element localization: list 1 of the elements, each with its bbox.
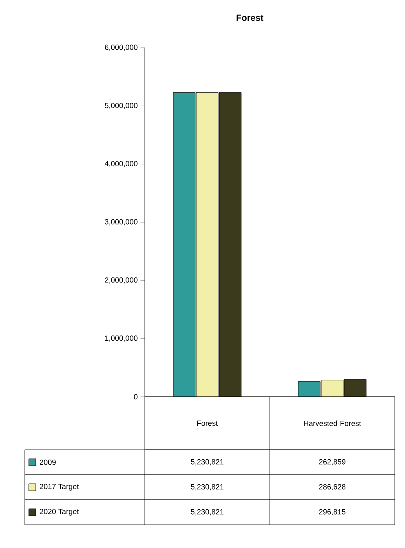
- chart-title: Forest: [236, 14, 264, 22]
